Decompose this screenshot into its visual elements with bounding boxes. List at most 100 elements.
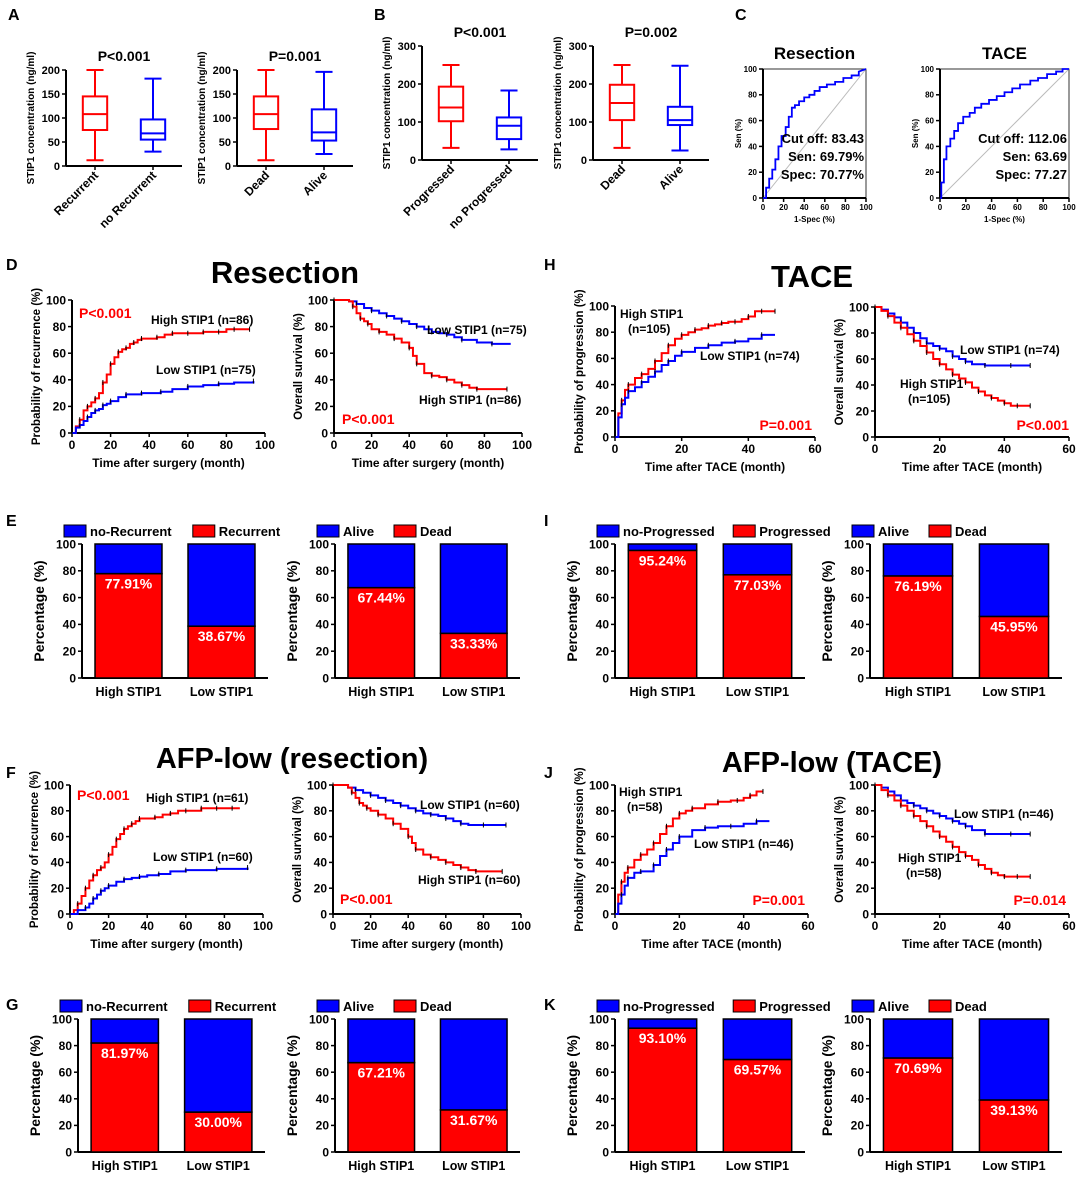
bar-segment-no-progressed bbox=[627, 1018, 698, 1029]
p-value: P=0.002 bbox=[625, 24, 678, 40]
x-tick-label: 60 bbox=[439, 919, 453, 933]
x-tick-label: 60 bbox=[440, 438, 454, 452]
y-tick-label: 0 bbox=[602, 1145, 609, 1159]
heading-afp-low-tace: AFP-low (TACE) bbox=[722, 747, 942, 779]
y-tick-label: 60 bbox=[316, 591, 330, 605]
y-tick-label: 40 bbox=[59, 1092, 73, 1106]
series-label: Low STIP1 (n=74) bbox=[700, 349, 800, 363]
legend: Alive Dead bbox=[316, 999, 452, 1014]
x-tick-label: 60 bbox=[801, 919, 815, 933]
x-tick-label: Dead bbox=[597, 162, 628, 193]
stacked-bar-low-stip1: 39.13% bbox=[978, 1018, 1050, 1153]
x-tick-label: 40 bbox=[143, 438, 157, 452]
x-tick-label: High STIP1 bbox=[885, 1159, 951, 1173]
x-tick-label: Progressed bbox=[401, 162, 458, 219]
y-tick-label: 100 bbox=[44, 778, 64, 792]
x-tick-label: 20 bbox=[673, 919, 687, 933]
legend-label: Progressed bbox=[759, 524, 831, 539]
stacked-bar-low-stip1: 33.33% bbox=[439, 543, 508, 679]
box-no-progressed bbox=[495, 89, 523, 151]
x-tick-label: 0 bbox=[872, 919, 879, 933]
x-tick-label: 80 bbox=[477, 919, 491, 933]
x-tick-label: High STIP1 bbox=[348, 1159, 414, 1173]
bar-segment-alive bbox=[439, 1018, 508, 1111]
bar-segment-alive bbox=[347, 543, 416, 589]
y-tick-label: 0 bbox=[753, 194, 758, 203]
y-tick-label: 80 bbox=[851, 1039, 865, 1053]
y-tick-label: 40 bbox=[314, 856, 328, 870]
legend-swatch bbox=[188, 999, 212, 1013]
legend-swatch bbox=[732, 999, 756, 1013]
bar-segment-recurrent bbox=[187, 625, 256, 679]
y-tick-label: 80 bbox=[314, 804, 328, 818]
x-tick-label: Low STIP1 bbox=[442, 1159, 505, 1173]
reference-diagonal bbox=[762, 68, 867, 199]
y-tick-label: 20 bbox=[59, 1119, 73, 1133]
y-tick-label: 40 bbox=[315, 373, 329, 387]
data-label: 39.13% bbox=[990, 1102, 1038, 1118]
km-series-low: Low STIP1 (n=75) bbox=[333, 297, 527, 347]
y-tick-label: 80 bbox=[748, 91, 757, 100]
x-tick-label: 0 bbox=[612, 919, 619, 933]
y-axis-label: Probability of progression (%) bbox=[574, 767, 586, 931]
series-label: High STIP1 (n=58) bbox=[898, 851, 962, 880]
x-axis-label: Time after surgery (month) bbox=[90, 937, 242, 951]
legend: no-Progressed Progressed bbox=[596, 999, 831, 1014]
legend-label: no-Progressed bbox=[623, 524, 715, 539]
chart-i2: 0 20 40 60 80 100 76.19% High STIP1 45.95% Low ST… bbox=[819, 524, 1062, 699]
y-axis-label: Probability of recurrence (%) bbox=[29, 771, 41, 928]
stacked-bar-high-stip1: 67.44% bbox=[347, 543, 416, 679]
data-label: 30.00% bbox=[195, 1114, 243, 1130]
chart-h1: H 0 20 40 60 80 100 0 20 40 60 High STIP1 (n=105) Low… bbox=[544, 257, 822, 474]
legend-swatch bbox=[851, 999, 875, 1013]
legend-swatch bbox=[596, 524, 620, 538]
stacked-bar-high-stip1: 70.69% bbox=[882, 1018, 954, 1153]
y-tick-label: 200 bbox=[569, 79, 587, 91]
y-tick-label: 20 bbox=[851, 1119, 865, 1133]
bar-segment-alive bbox=[882, 543, 954, 577]
chart-k2: 0 20 40 60 80 100 70.69% High STIP1 39.13% Low ST… bbox=[819, 999, 1062, 1173]
y-tick-label: 80 bbox=[53, 320, 67, 334]
bar-segment-dead bbox=[347, 586, 416, 679]
y-axis-label: Sen (%) bbox=[734, 119, 743, 149]
x-tick-label: High STIP1 bbox=[630, 685, 696, 699]
bar-segment-alive bbox=[978, 543, 1050, 618]
legend-label: Recurrent bbox=[215, 999, 277, 1014]
y-tick-label: 80 bbox=[596, 326, 610, 340]
panel-letter-e: E bbox=[6, 513, 17, 530]
x-axis-label: Time after TACE (month) bbox=[902, 460, 1042, 474]
x-tick-label: 80 bbox=[1039, 203, 1048, 212]
y-tick-label: 60 bbox=[51, 830, 65, 844]
y-tick-label: 80 bbox=[856, 804, 870, 818]
y-tick-label: 60 bbox=[53, 347, 67, 361]
legend-label: Dead bbox=[420, 524, 452, 539]
y-tick-label: 200 bbox=[42, 65, 60, 77]
data-label: 77.91% bbox=[105, 576, 153, 592]
box-iqr bbox=[139, 118, 167, 141]
x-tick-label: 100 bbox=[253, 919, 273, 933]
y-tick-label: 0 bbox=[225, 161, 231, 173]
y-tick-label: 100 bbox=[308, 293, 328, 307]
chart-h2: 0 20 40 60 80 100 0 20 40 60 Low STIP1 (n=74) High … bbox=[834, 300, 1076, 474]
data-label: 76.19% bbox=[894, 578, 942, 594]
km-curve bbox=[875, 784, 1031, 878]
panel-letter-a: A bbox=[8, 7, 20, 24]
y-tick-label: 20 bbox=[316, 645, 330, 659]
bar-segment-alive bbox=[978, 1018, 1050, 1101]
chart-f1: F 0 20 40 60 80 100 0 20 40 60 80 100 High STIP1 (n=6… bbox=[6, 765, 273, 951]
y-tick-label: 80 bbox=[316, 564, 330, 578]
y-tick-label: 0 bbox=[862, 430, 869, 444]
y-tick-label: 60 bbox=[315, 347, 329, 361]
x-tick-label: 40 bbox=[998, 442, 1012, 456]
x-tick-label: 0 bbox=[69, 438, 76, 452]
km-curve bbox=[70, 807, 240, 915]
y-tick-label: 100 bbox=[589, 299, 609, 313]
km-series-high: High STIP1 (n=105) bbox=[614, 307, 776, 440]
box-iqr bbox=[252, 95, 280, 131]
y-axis-label: Overall survival (%) bbox=[834, 318, 846, 425]
x-tick-label: 40 bbox=[737, 919, 751, 933]
y-tick-label: 60 bbox=[63, 591, 77, 605]
x-tick-label: 20 bbox=[933, 442, 947, 456]
km-series-low: Low STIP1 (n=74) bbox=[874, 304, 1060, 368]
y-tick-label: 80 bbox=[856, 326, 870, 340]
